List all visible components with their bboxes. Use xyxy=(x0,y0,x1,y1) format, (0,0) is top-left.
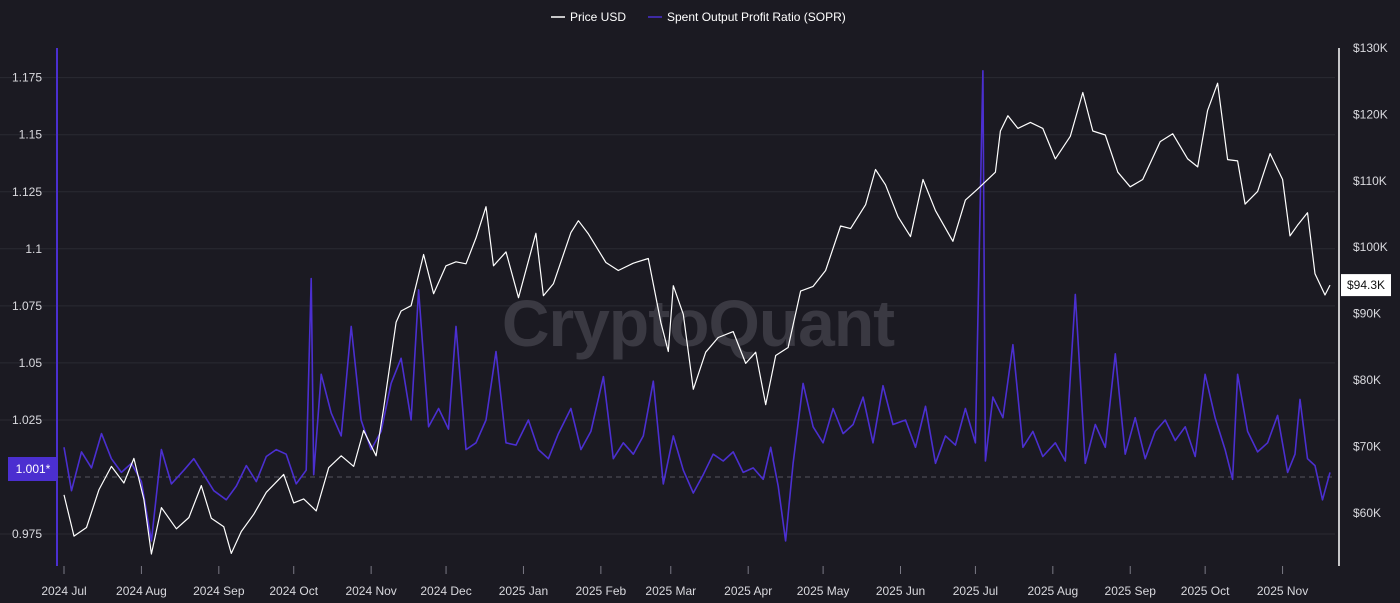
legend-item-price[interactable]: Price USD xyxy=(551,10,626,24)
watermark-logo: CryptoQuant xyxy=(502,286,895,360)
x-tick-label: 2025 Nov xyxy=(1257,584,1308,598)
left-tick-label: 1.175 xyxy=(12,71,42,85)
left-tick-label: 1.125 xyxy=(12,185,42,199)
x-axis: 2024 Jul 2024 Aug 2024 Sep 2024 Oct 2024 Nov… xyxy=(41,566,1308,598)
right-tick-label: $80K xyxy=(1353,373,1381,387)
price-badge-label: $94.3K xyxy=(1347,278,1385,292)
x-tick-label: 2025 Aug xyxy=(1027,584,1078,598)
x-tick-label: 2024 Aug xyxy=(116,584,167,598)
price-series-line xyxy=(63,82,1331,555)
x-tick-label: 2025 Jun xyxy=(876,584,925,598)
right-tick-label: $60K xyxy=(1353,506,1381,520)
sopr-badge-bg xyxy=(8,457,58,481)
x-tick-label: 2025 Jul xyxy=(953,584,998,598)
legend-label-price: Price USD xyxy=(570,10,626,24)
right-tick-label: $70K xyxy=(1353,439,1381,453)
right-y-axis: $60K $70K $80K $90K $100K $110K $120K $130K xyxy=(1338,41,1388,566)
left-tick-label: 1.025 xyxy=(12,413,42,427)
x-tick-label: 2025 Oct xyxy=(1181,584,1230,598)
right-tick-label: $130K xyxy=(1353,41,1388,55)
right-tick-label: $120K xyxy=(1353,107,1388,121)
x-tick-label: 2025 Mar xyxy=(645,584,696,598)
sopr-badge-label: 1.001* xyxy=(16,462,51,476)
x-tick-label: 2025 Feb xyxy=(576,584,627,598)
left-tick-label: 0.975 xyxy=(12,527,42,541)
sopr-series-line xyxy=(63,70,1331,542)
sopr-value-badge: 1.001* xyxy=(8,457,58,481)
x-tick-label: 2025 May xyxy=(797,584,850,598)
left-tick-label: 1.15 xyxy=(19,128,43,142)
left-tick-label: 1.1 xyxy=(25,242,42,256)
series-layer xyxy=(63,70,1331,555)
left-tick-label: 1.075 xyxy=(12,299,42,313)
x-tick-label: 2024 Oct xyxy=(269,584,318,598)
legend: Price USD Spent Output Profit Ratio (SOP… xyxy=(551,10,846,24)
x-tick-label: 2024 Dec xyxy=(420,584,471,598)
x-tick-label: 2024 Nov xyxy=(345,584,396,598)
x-tick-label: 2025 Sep xyxy=(1105,584,1157,598)
right-tick-label: $90K xyxy=(1353,307,1381,321)
x-tick-label: 2024 Sep xyxy=(193,584,245,598)
x-tick-label: 2025 Apr xyxy=(724,584,772,598)
left-tick-label: 1.05 xyxy=(19,356,43,370)
right-tick-label: $110K xyxy=(1353,174,1387,188)
grid-lines xyxy=(0,77,1335,535)
legend-item-sopr[interactable]: Spent Output Profit Ratio (SOPR) xyxy=(648,10,846,24)
left-y-axis: 0.975 1.025 1.05 1.075 1.1 1.125 1.15 1.175 xyxy=(12,48,58,566)
x-tick-label: 2025 Jan xyxy=(499,584,548,598)
legend-label-sopr: Spent Output Profit Ratio (SOPR) xyxy=(667,10,846,24)
right-tick-label: $100K xyxy=(1353,240,1388,254)
price-badge-bg xyxy=(1341,274,1391,297)
price-value-badge: $94.3K xyxy=(1341,274,1391,297)
x-tick-label: 2024 Jul xyxy=(41,584,86,598)
